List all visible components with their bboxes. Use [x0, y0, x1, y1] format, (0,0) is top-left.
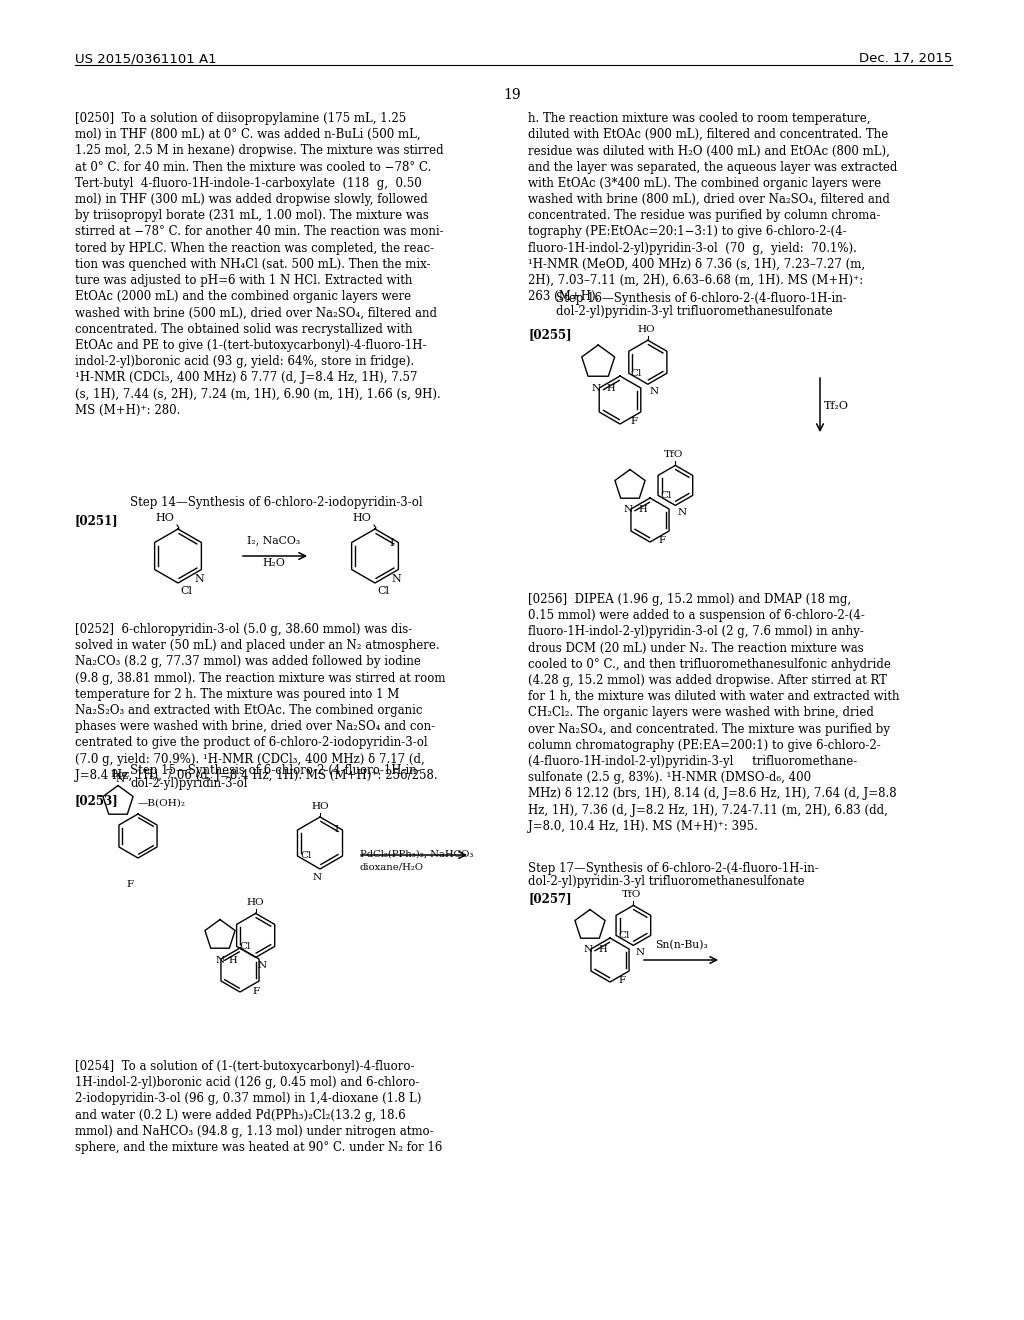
- Text: Step 17—Synthesis of 6-chloro-2-(4-fluoro-1H-in-: Step 17—Synthesis of 6-chloro-2-(4-fluor…: [528, 862, 819, 875]
- Text: TfO: TfO: [664, 450, 683, 459]
- Text: Step 15—Synthesis of 6-chloro-2-(4-fluoro-1H-in-: Step 15—Synthesis of 6-chloro-2-(4-fluor…: [130, 764, 421, 777]
- Text: F: F: [658, 536, 666, 545]
- Text: I: I: [335, 825, 339, 834]
- Text: dol-2-yl)pyridin-3-yl trifluoromethanesulfonate: dol-2-yl)pyridin-3-yl trifluoromethanesu…: [556, 305, 833, 318]
- Text: dioxane/H₂O: dioxane/H₂O: [360, 862, 424, 871]
- Text: h. The reaction mixture was cooled to room temperature,
diluted with EtOAc (900 : h. The reaction mixture was cooled to ro…: [528, 112, 897, 304]
- Text: [0253]: [0253]: [75, 795, 119, 807]
- Text: N: N: [592, 384, 601, 392]
- Text: Cl: Cl: [180, 586, 193, 597]
- Text: TfO: TfO: [622, 891, 641, 899]
- Text: N: N: [195, 573, 204, 583]
- Text: N: N: [116, 775, 125, 784]
- Text: N: N: [312, 873, 322, 882]
- Text: Cl: Cl: [300, 851, 312, 861]
- Text: HO: HO: [637, 325, 654, 334]
- Text: H: H: [638, 506, 646, 515]
- Text: HO: HO: [311, 803, 329, 810]
- Text: N: N: [215, 956, 224, 965]
- Text: H: H: [228, 956, 237, 965]
- Text: [0257]: [0257]: [528, 892, 571, 906]
- Text: [0251]: [0251]: [75, 513, 119, 527]
- Text: Cl: Cl: [631, 368, 642, 378]
- Text: F: F: [253, 987, 260, 997]
- Text: 19: 19: [503, 88, 521, 102]
- Text: N: N: [584, 945, 593, 954]
- Text: I₂, NaCO₃: I₂, NaCO₃: [248, 535, 301, 545]
- Text: N: N: [650, 387, 659, 396]
- Text: HO: HO: [247, 899, 264, 907]
- Text: Cl: Cl: [660, 491, 672, 500]
- Text: F: F: [631, 417, 638, 426]
- Text: Cl: Cl: [618, 931, 630, 940]
- Text: [0250]  To a solution of diisopropylamine (175 mL, 1.25
mol) in THF (800 mL) at : [0250] To a solution of diisopropylamine…: [75, 112, 443, 417]
- Text: [0254]  To a solution of (1-(tert-butoxycarbonyl)-4-fluoro-
1H-indol-2-yl)boroni: [0254] To a solution of (1-(tert-butoxyc…: [75, 1060, 442, 1154]
- Text: Cl: Cl: [377, 586, 389, 597]
- Text: Sn(n-Bu)₃: Sn(n-Bu)₃: [654, 940, 708, 950]
- Text: [0252]  6-chloropyridin-3-ol (5.0 g, 38.60 mmol) was dis-
solved in water (50 mL: [0252] 6-chloropyridin-3-ol (5.0 g, 38.6…: [75, 623, 445, 781]
- Text: HO: HO: [155, 513, 174, 523]
- Text: Tf₂O: Tf₂O: [824, 401, 849, 411]
- Text: [0255]: [0255]: [528, 327, 571, 341]
- Text: N: N: [677, 508, 686, 517]
- Text: I: I: [390, 537, 394, 548]
- Text: [0256]  DIPEA (1.96 g, 15.2 mmol) and DMAP (18 mg,
0.15 mmol) were added to a su: [0256] DIPEA (1.96 g, 15.2 mmol) and DMA…: [528, 593, 899, 833]
- Text: dol-2-yl)pyridin-3-yl trifluoromethanesulfonate: dol-2-yl)pyridin-3-yl trifluoromethanesu…: [528, 875, 805, 888]
- Text: Boc: Boc: [111, 771, 130, 779]
- Text: PdCl₂(PPh₃)₂, NaHCO₃: PdCl₂(PPh₃)₂, NaHCO₃: [360, 850, 473, 859]
- Text: US 2015/0361101 A1: US 2015/0361101 A1: [75, 51, 217, 65]
- Text: Dec. 17, 2015: Dec. 17, 2015: [859, 51, 952, 65]
- Text: Step 16—Synthesis of 6-chloro-2-(4-fluoro-1H-in-: Step 16—Synthesis of 6-chloro-2-(4-fluor…: [556, 292, 847, 305]
- Text: dol-2-yl)pyridin-3-ol: dol-2-yl)pyridin-3-ol: [130, 777, 248, 789]
- Text: N: N: [624, 506, 633, 515]
- Text: Cl: Cl: [240, 942, 251, 950]
- Text: —B(OH)₂: —B(OH)₂: [138, 799, 186, 808]
- Text: F: F: [126, 880, 133, 888]
- Text: H: H: [606, 384, 614, 392]
- Text: H₂O: H₂O: [262, 558, 286, 568]
- Text: HO: HO: [352, 513, 371, 523]
- Text: Step 14—Synthesis of 6-chloro-2-iodopyridin-3-ol: Step 14—Synthesis of 6-chloro-2-iodopyri…: [130, 496, 423, 510]
- Text: H: H: [598, 945, 606, 954]
- Text: N: N: [258, 961, 267, 970]
- Text: F: F: [618, 975, 626, 985]
- Text: N: N: [635, 948, 644, 957]
- Text: N: N: [391, 573, 401, 583]
